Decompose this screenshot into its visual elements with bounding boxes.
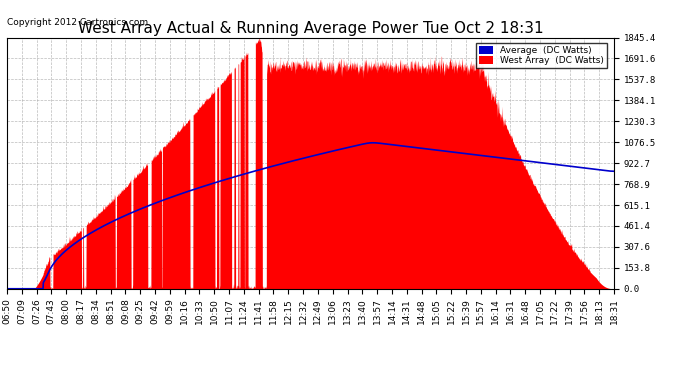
- Legend: Average  (DC Watts), West Array  (DC Watts): Average (DC Watts), West Array (DC Watts…: [477, 43, 607, 68]
- Text: Copyright 2012 Cartronics.com: Copyright 2012 Cartronics.com: [7, 18, 148, 27]
- Title: West Array Actual & Running Average Power Tue Oct 2 18:31: West Array Actual & Running Average Powe…: [78, 21, 543, 36]
